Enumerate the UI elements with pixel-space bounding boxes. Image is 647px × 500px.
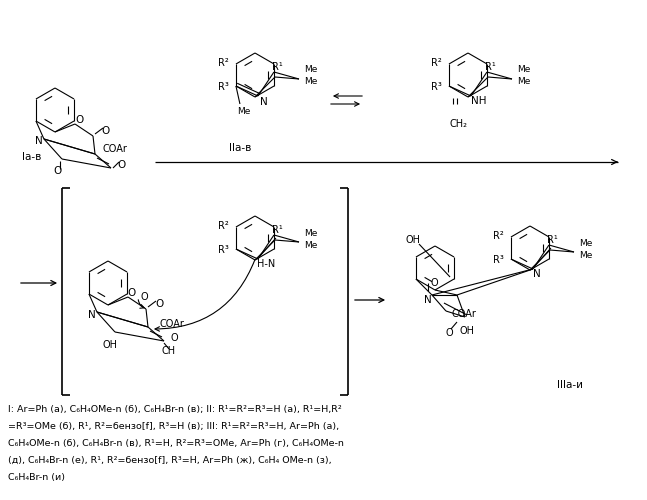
Text: =R³=OMe (б), R¹, R²=бензо[f], R³=H (в); III: R¹=R²=R³=H, Ar=Ph (a),: =R³=OMe (б), R¹, R²=бензо[f], R³=H (в); … [8,422,339,431]
Text: R¹: R¹ [272,62,282,72]
Text: N: N [35,136,43,146]
Text: O: O [155,299,163,309]
Text: NH: NH [471,96,487,106]
Text: Me: Me [237,108,250,116]
Text: CH: CH [162,346,176,356]
Text: R³: R³ [430,82,441,92]
Text: OH: OH [459,326,474,336]
Text: C₆H₄OMe-n (б), C₆H₄Br-n (в), R¹=H, R²=R³=OMe, Ar=Ph (г), C₆H₄OMe-n: C₆H₄OMe-n (б), C₆H₄Br-n (в), R¹=H, R²=R³… [8,439,344,448]
Text: O: O [128,288,136,298]
Text: R³: R³ [492,255,503,265]
Text: R²: R² [431,58,441,68]
Text: O: O [117,160,125,170]
Text: R³: R³ [217,245,228,255]
Text: O: O [101,126,109,136]
Text: IIIa-и: IIIa-и [557,380,583,390]
Text: COAr: COAr [452,309,476,319]
Text: R¹: R¹ [272,225,282,235]
Text: Me: Me [579,238,593,248]
Text: Me: Me [304,240,318,250]
Text: R¹: R¹ [547,235,557,245]
Text: N: N [533,269,541,279]
Text: R²: R² [217,58,228,68]
Text: CH₂: CH₂ [450,119,468,129]
Text: OH: OH [406,235,421,245]
Text: (д), C₆H₄Br-n (е), R¹, R²=бензо[f], R³=H, Ar=Ph (ж), C₆H₄ OMe-n (з),: (д), C₆H₄Br-n (е), R¹, R²=бензо[f], R³=H… [8,456,332,465]
Text: R³: R³ [217,82,228,92]
Text: O: O [75,115,83,125]
Text: R²: R² [217,221,228,231]
Text: Me: Me [579,250,593,260]
Text: OH: OH [102,340,118,350]
Text: COAr: COAr [103,144,127,154]
Text: N: N [88,310,96,320]
Text: C₆H₄Br-n (и): C₆H₄Br-n (и) [8,473,65,482]
Text: I: Ar=Ph (a), C₆H₄OMe-n (б), C₆H₄Br-n (в); II: R¹=R²=R³=H (a), R¹=H,R²: I: Ar=Ph (a), C₆H₄OMe-n (б), C₆H₄Br-n (в… [8,405,342,414]
Text: N: N [260,97,268,107]
Text: Me: Me [304,66,318,74]
Text: N: N [424,295,432,305]
Text: O: O [445,328,453,338]
Text: O: O [140,292,148,302]
Text: O: O [54,166,62,176]
Text: R¹: R¹ [485,62,496,72]
Text: IIa-в: IIa-в [229,143,251,153]
Text: O: O [170,333,178,343]
Text: Me: Me [304,228,318,237]
Text: Ia-в: Ia-в [22,152,41,162]
Text: Me: Me [518,78,531,86]
Text: Me: Me [518,66,531,74]
Text: O: O [430,278,438,288]
Text: Me: Me [304,78,318,86]
Text: COAr: COAr [160,319,184,329]
Text: H-N: H-N [257,259,275,269]
Text: R²: R² [492,231,503,241]
